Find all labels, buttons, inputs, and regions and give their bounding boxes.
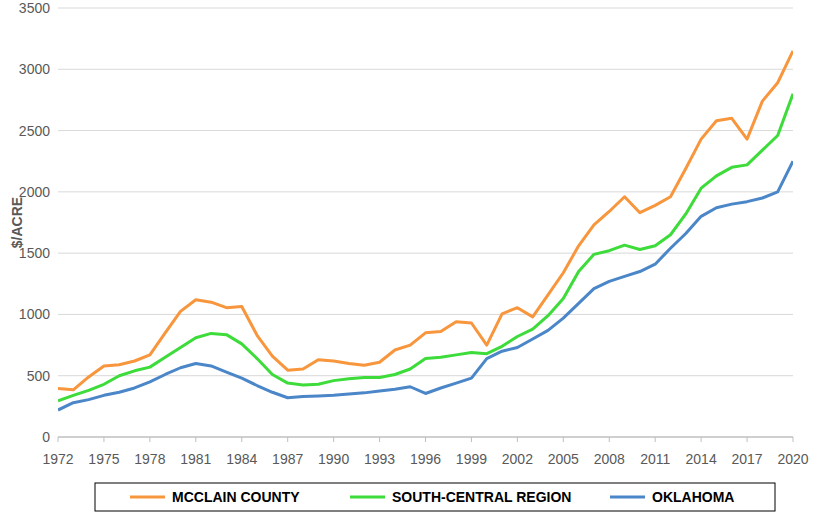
grid-line <box>58 69 793 70</box>
grid-line <box>58 191 793 192</box>
x-tick-label: 1975 <box>88 451 119 467</box>
x-tick-label: 2011 <box>640 451 670 467</box>
x-tick <box>333 437 334 442</box>
legend: MCCLAIN COUNTY SOUTH-CENTRAL REGION OKLAHO… <box>95 483 775 511</box>
x-tick <box>103 437 104 442</box>
x-tick <box>195 437 196 442</box>
y-tick-label: 2500 <box>19 123 50 139</box>
x-tick-label: 2005 <box>548 451 579 467</box>
legend-box <box>95 483 775 511</box>
chart: 0500100015002000250030003500197219751978… <box>0 0 815 518</box>
legend-label: SOUTH-CENTRAL REGION <box>392 489 571 505</box>
series-line <box>58 94 793 401</box>
x-tick-label: 1978 <box>134 451 165 467</box>
x-tick <box>58 437 59 442</box>
x-tick-label: 2002 <box>502 451 533 467</box>
legend-swatch <box>610 496 645 499</box>
series-line <box>58 51 793 390</box>
x-tick-label: 1981 <box>180 451 211 467</box>
x-tick-label: 2020 <box>777 451 808 467</box>
x-tick-label: 1990 <box>318 451 349 467</box>
x-tick <box>563 437 564 442</box>
series-line <box>58 161 793 410</box>
legend-swatch <box>130 496 165 499</box>
y-tick-label: 0 <box>42 429 50 445</box>
y-tick-label: 3000 <box>19 61 50 77</box>
x-tick-label: 1984 <box>226 451 257 467</box>
y-tick-label: 500 <box>27 368 51 384</box>
x-tick <box>701 437 702 442</box>
x-tick-label: 2008 <box>594 451 625 467</box>
plot-area <box>58 51 793 410</box>
x-tick <box>517 437 518 442</box>
background <box>0 0 815 518</box>
x-tick <box>747 437 748 442</box>
x-tick <box>149 437 150 442</box>
grid-line <box>58 130 793 131</box>
x-tick <box>609 437 610 442</box>
x-tick-label: 1987 <box>272 451 303 467</box>
x-tick <box>379 437 380 442</box>
x-tick-label: 2014 <box>686 451 717 467</box>
x-tick <box>241 437 242 442</box>
x-tick-label: 1993 <box>364 451 395 467</box>
x-tick <box>471 437 472 442</box>
x-tick-label: 2017 <box>731 451 762 467</box>
x-tick <box>655 437 656 442</box>
x-tick-label: 1999 <box>456 451 487 467</box>
legend-swatch <box>350 496 385 499</box>
x-tick <box>793 437 794 442</box>
y-tick-label: 3500 <box>19 0 50 16</box>
x-tick <box>425 437 426 442</box>
legend-label: OKLAHOMA <box>652 489 734 505</box>
grid-line <box>58 314 793 315</box>
grid-line <box>58 253 793 254</box>
legend-label: MCCLAIN COUNTY <box>172 489 300 505</box>
y-axis-label: $/ACRE <box>9 197 25 248</box>
grid-line <box>58 375 793 376</box>
grid-line <box>58 8 793 9</box>
x-tick <box>287 437 288 442</box>
x-tick-label: 1972 <box>42 451 73 467</box>
x-tick-label: 1996 <box>410 451 441 467</box>
y-tick-label: 1000 <box>19 306 50 322</box>
